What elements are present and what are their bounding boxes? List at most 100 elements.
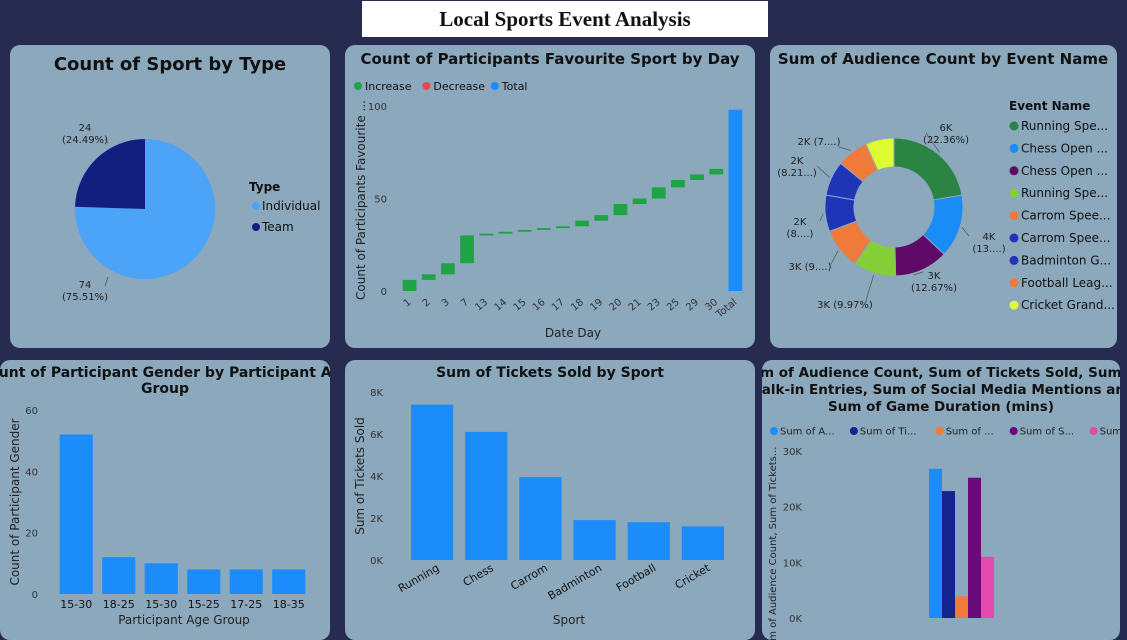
y-tick-label: 40 [25, 467, 38, 478]
waterfall-bar [651, 187, 666, 199]
multi-metric-bar-chart: Sum of Audience Count, Sum of Tickets So… [762, 365, 1120, 640]
sport-type-pie-chart: Count of Sport by Type 74(75.51%) 24(24.49… [54, 54, 321, 303]
multi-bar [942, 491, 955, 618]
age-bar [229, 569, 263, 594]
legend-label: Sum of ... [946, 427, 994, 438]
y-tick-label: 0K [789, 614, 802, 625]
x-tick-label: 15-30 [60, 598, 92, 611]
waterfall-bar [536, 228, 551, 230]
x-tick-label: 1 [402, 297, 414, 310]
x-tick-label: 14 [493, 297, 510, 314]
legend-marker [252, 202, 260, 210]
pie-slice-individual [75, 139, 216, 279]
legend-label-total: Total [501, 80, 528, 93]
pie-leader-line [104, 138, 109, 144]
donut-percent-label: (13....) [972, 244, 1005, 255]
x-tick-label: 15-25 [188, 598, 220, 611]
donut-percent-label: (8....) [787, 229, 814, 240]
waterfall-bar [479, 233, 494, 236]
donut-value-label: 3K (9.97%) [817, 300, 873, 311]
donut-percent-label: (12.67%) [911, 283, 957, 294]
donut-value-label: 2K [791, 156, 804, 167]
y-tick-label: 50 [374, 195, 387, 206]
chart-title: Sum of Tickets Sold by Sport [436, 365, 664, 381]
x-axis-title: Sport [553, 613, 586, 627]
donut-value-label: 3K (9....) [789, 262, 832, 273]
y-tick-label: 10K [783, 558, 803, 569]
y-tick-label: 20 [25, 529, 38, 540]
legend-label: Cricket Grand... [1021, 298, 1115, 312]
donut-leader-line [816, 165, 830, 178]
donut-percent-label: (22.36%) [923, 135, 969, 146]
y-tick-label: 8K [370, 388, 383, 399]
audience-donut-chart: Sum of Audience Count by Event Name 6K(22… [777, 50, 1115, 312]
waterfall-bar [517, 229, 532, 232]
donut-leader-line [829, 250, 839, 267]
legend-marker [1009, 188, 1019, 198]
legend-marker [354, 82, 362, 90]
y-tick-label: 20K [783, 503, 803, 514]
donut-chart-card[interactable]: Sum of Audience Count by Event Name 6K (22… [770, 45, 1117, 348]
donut-slice [893, 137, 963, 201]
x-tick-label: 16 [531, 297, 548, 314]
legend-label-increase: Increase [365, 80, 412, 93]
y-axis-title: Count of Participant Gender [8, 418, 22, 585]
waterfall-bar [690, 174, 704, 180]
legend-marker [849, 427, 858, 435]
legend-marker [490, 82, 499, 90]
legend-title: Type [249, 180, 280, 194]
pie-chart-card[interactable]: Count of Sport by Type 74 (75.51%) 24 (24.49… [10, 45, 330, 348]
legend-marker [1089, 427, 1098, 435]
x-tick-label: Football [614, 561, 658, 594]
y-axis-title: Sum of Audience Count, Sum of Tickets... [768, 447, 779, 640]
y-tick-label: 0K [370, 556, 383, 567]
x-tick-label: 15-30 [145, 598, 177, 611]
legend-label: Running Spe... [1021, 186, 1108, 200]
x-tick-label: 18 [569, 297, 586, 314]
donut-leader-line [864, 274, 874, 305]
y-tick-label: 0 [381, 287, 387, 298]
waterfall-bar [709, 168, 724, 175]
age-group-chart-card[interactable]: Count of Participant Gender by Participa… [0, 360, 330, 640]
x-axis-title: Participant Age Group [118, 613, 250, 627]
waterfall-bar [632, 198, 647, 205]
donut-percent-label: (8.21...) [777, 168, 817, 179]
legend-label: Carrom Spee... [1021, 209, 1110, 223]
age-bar [144, 563, 178, 594]
waterfall-bar [498, 231, 513, 234]
tickets-bar [410, 404, 454, 560]
legend-marker [252, 223, 260, 231]
donut-value-label: 3K [928, 271, 941, 282]
chart-title-line: Count of Participant Gender by Participa… [0, 365, 330, 381]
legend-label: Carrom Spee... [1021, 231, 1110, 245]
tickets-chart-card[interactable]: Sum of Tickets Sold by Sport 0K 2K 4K 6K 8K Ru… [345, 360, 755, 640]
y-tick-label: 0 [32, 590, 38, 601]
x-tick-label: 3 [440, 297, 452, 310]
legend-label-decrease: Decrease [433, 80, 485, 93]
multi-bar [929, 468, 942, 618]
legend-label: Sum of S... [1020, 427, 1074, 438]
legend-label: Football Leag... [1021, 276, 1113, 290]
legend-marker [1009, 427, 1018, 435]
chart-title: Count of Sport by Type [54, 54, 286, 75]
donut-slice [865, 137, 895, 172]
multi-metric-chart-card[interactable]: Sum of Audience Count, Sum of Tickets So… [762, 360, 1120, 640]
chart-title-line: Sum of Audience Count, Sum of Tickets So… [762, 365, 1120, 381]
waterfall-chart-card[interactable]: Count of Participants Favourite Sport by… [345, 45, 755, 348]
legend-label: Running Spe... [1021, 119, 1108, 133]
legend-marker [1009, 211, 1019, 221]
x-tick-label: 13 [473, 297, 490, 314]
waterfall-bar [421, 274, 436, 280]
age-bar [102, 557, 136, 594]
multi-bar [968, 477, 981, 618]
y-axis-title: Sum of Tickets Sold [353, 417, 367, 535]
legend-marker [1009, 255, 1019, 265]
x-tick-label: Total [714, 297, 740, 321]
donut-leader-line [925, 132, 940, 153]
x-tick-label: Carrom [508, 561, 550, 593]
pie-value-label: 74 [79, 280, 92, 291]
multi-bar [955, 596, 968, 618]
waterfall-bar [613, 204, 628, 216]
y-tick-label: 30K [783, 447, 803, 458]
participants-waterfall-chart: Count of Participants Favourite Sport by… [354, 50, 743, 340]
